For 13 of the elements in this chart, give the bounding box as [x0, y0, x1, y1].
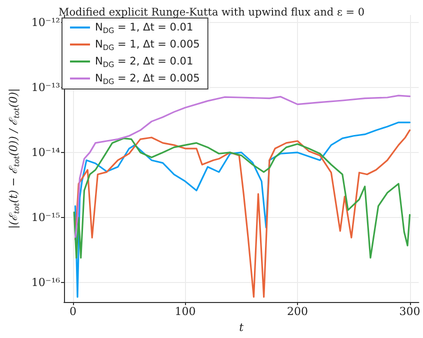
- y-tick-label: 10⁻¹³: [31, 80, 60, 94]
- line-series: [74, 94, 411, 238]
- x-axis-title: t: [239, 321, 244, 334]
- y-tick-label: 10⁻¹⁶: [31, 276, 61, 290]
- chart-title: Modified explicit Runge-Kutta with upwind flux and ε = 0: [58, 6, 365, 18]
- y-tick-label: 10⁻¹⁴: [31, 146, 61, 159]
- x-tick-label: 0: [70, 305, 77, 318]
- x-tick-label: 300: [399, 305, 420, 318]
- line-series: [73, 138, 411, 259]
- y-tick-label: 10⁻¹⁵: [31, 210, 60, 224]
- y-tick-label: 10⁻¹²: [31, 16, 60, 29]
- x-tick-label: 200: [287, 305, 308, 318]
- x-tick-label: 100: [174, 305, 196, 318]
